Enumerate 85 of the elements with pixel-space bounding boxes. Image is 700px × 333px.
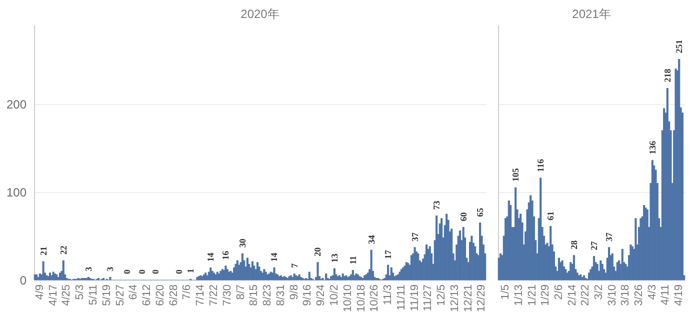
y-tick-label: 100 [6,186,27,200]
x-tick-label: 8/23 [262,284,274,306]
data-label: 3 [105,266,116,272]
data-label: 136 [647,140,658,154]
x-tick-label: 9/24 [315,284,328,306]
x-tick-label: 10/2 [328,284,340,306]
x-tick-label: 4/11 [660,284,672,306]
data-label: 21 [38,246,48,256]
data-label: 7 [289,262,300,268]
x-tick-label: 2/22 [580,284,592,306]
data-label: 251 [674,39,684,54]
x-tick-label: 4/25 [60,284,73,306]
y-tick-label: 0 [20,274,27,288]
data-label: 34 [366,234,376,244]
x-tick-label: 11/27 [422,284,434,312]
x-tick-label: 6/28 [168,284,180,306]
x-tick-label: 10/18 [355,284,368,312]
x-tick-label: 7/14 [194,284,207,306]
x-tick-label: 3/18 [620,284,632,306]
x-tick-label: 8/31 [274,284,287,306]
data-label: 37 [604,232,614,242]
x-tick-label: 6/4 [128,284,140,300]
x-tick-label: 3/2 [593,284,606,300]
x-tick-label: 1/13 [512,284,525,306]
data-label: 11 [348,255,358,264]
chart-title: 2021年 [572,7,611,21]
data-label: 3 [83,266,94,272]
data-label: 14 [206,252,216,262]
data-label: 22 [58,245,68,255]
x-tick-label: 7/6 [181,284,194,300]
data-label: 0 [137,269,148,274]
x-tick-label: 8/7 [234,284,247,300]
x-tick-label: 4/17 [47,284,60,306]
data-label: 60 [458,212,468,222]
x-tick-label: 8/15 [248,284,260,306]
x-tick-label: 10/10 [342,284,354,312]
x-tick-label: 7/30 [221,284,234,306]
x-tick-label: 2/14 [566,284,578,306]
data-label: 17 [383,250,394,260]
x-tick-label: 12/21 [462,284,474,312]
data-label: 16 [220,250,231,260]
data-label: 37 [410,232,420,242]
data-label: 28 [568,240,579,250]
x-tick-label: 1/21 [526,284,538,306]
x-tick-label: 7/22 [208,284,220,306]
x-tick-label: 5/3 [74,284,86,300]
x-tick-label: 11/3 [382,284,394,306]
x-tick-label: 5/19 [100,284,113,306]
x-tick-label: 4/3 [646,284,658,300]
x-tick-label: 4/9 [34,284,46,300]
data-label: 30 [237,238,248,248]
data-label: 1 [186,268,196,274]
x-tick-label: 6/20 [154,284,166,306]
data-label: 218 [662,68,672,82]
x-tick-label: 1/29 [540,284,552,306]
x-tick-label: 2/6 [552,284,565,300]
x-tick-label: 9/16 [302,284,314,306]
x-tick-label: 1/5 [500,284,512,300]
x-tick-label: 3/26 [633,284,646,306]
x-tick-label: 4/19 [673,284,686,306]
data-label: 0 [150,269,160,274]
data-label: 116 [536,158,546,172]
data-label: 105 [510,168,521,182]
data-label: 14 [269,252,280,262]
x-tick-label: 5/27 [114,284,126,306]
data-label: 27 [589,240,600,250]
x-tick-label: 10/26 [368,284,381,312]
data-label: 13 [329,253,340,263]
x-tick-label: 11/11 [395,284,408,310]
data-label: 73 [432,200,442,210]
data-label: 0 [174,269,184,274]
x-tick-label: 3/10 [606,284,618,306]
x-tick-label: 12/29 [476,284,488,312]
data-label: 61 [546,210,556,220]
data-label: 0 [122,269,132,274]
x-tick-label: 11/19 [408,284,421,312]
data-label: 65 [475,207,486,217]
data-label: 20 [312,246,323,256]
x-tick-label: 12/5 [436,284,448,306]
x-tick-label: 12/13 [448,284,461,312]
chart-title: 2020年 [240,7,280,21]
x-tick-label: 5/11 [87,284,100,306]
x-tick-label: 6/12 [141,284,154,306]
y-tick-label: 200 [6,98,27,112]
x-tick-label: 9/8 [288,284,300,300]
